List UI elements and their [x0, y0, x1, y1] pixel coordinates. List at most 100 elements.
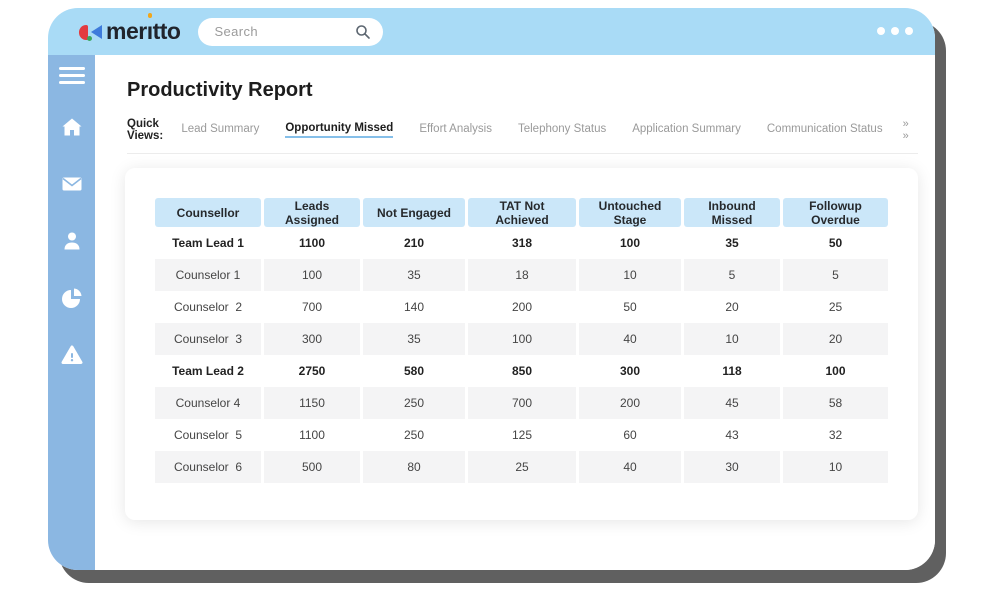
main-content: Productivity Report Quick Views: Lead Su…	[95, 55, 935, 570]
search-icon[interactable]	[355, 24, 371, 40]
counsellor-cell: Team Lead 2	[172, 364, 244, 378]
value-cell: 10	[684, 323, 780, 355]
sidebar	[48, 55, 95, 570]
sidebar-item-reports[interactable]	[59, 285, 85, 311]
value-cell: 1150	[264, 387, 360, 419]
value-cell: 45	[684, 387, 780, 419]
value-cell: 35	[363, 259, 465, 291]
sidebar-item-contacts[interactable]	[59, 228, 85, 254]
counsellor-cell: Counselor 5	[173, 428, 243, 442]
menu-dot	[891, 27, 899, 35]
value-cell: 300	[264, 323, 360, 355]
app-window: merıtto	[48, 8, 935, 570]
logo-text: merıtto	[106, 18, 181, 44]
top-header: merıtto	[48, 8, 935, 55]
column-header: Not Engaged	[363, 198, 465, 227]
value-cell: 200	[579, 387, 681, 419]
value-cell: 318	[511, 236, 533, 250]
report-card: Counsellor Leads Assigned Not Engaged TAT N…	[125, 168, 918, 520]
value-cell: 5	[684, 259, 780, 291]
tab-lead-summary[interactable]: Lead Summary	[181, 123, 260, 135]
value-cell: 500	[264, 451, 360, 483]
table-row: Counselor 1 100 35 18 10 5 5	[155, 259, 888, 291]
value-cell: 10	[783, 451, 888, 483]
table-row: Team Lead 1 1100 210 318 100 35 50	[155, 227, 888, 259]
tabs-overflow-chevrons[interactable]: » »	[902, 118, 913, 142]
column-header: TAT Not Achieved	[468, 198, 576, 227]
column-header: Followup Overdue	[783, 198, 888, 227]
counsellor-cell: Counselor 1	[155, 259, 261, 291]
tab-communication-status[interactable]: Communication Status	[766, 123, 883, 135]
table-row: Counselor 6 500 80 25 40 30 10	[155, 451, 888, 483]
table-row: Counselor 2 700 140 200 50 20 25	[155, 291, 888, 323]
sidebar-item-mail[interactable]	[59, 171, 85, 197]
sidebar-item-home[interactable]	[59, 114, 85, 140]
more-menu-button[interactable]	[877, 27, 913, 35]
tab-telephony-status[interactable]: Telephony Status	[517, 123, 607, 135]
table-row: Counselor 5 1100 250 125 60 43 32	[155, 419, 888, 451]
counsellor-cell: Counselor 2	[173, 300, 243, 314]
value-cell: 700	[301, 300, 323, 314]
pie-chart-icon	[61, 288, 81, 308]
value-cell: 140	[403, 300, 425, 314]
menu-dot	[905, 27, 913, 35]
quick-views-bar: Quick Views: Lead Summary Opportunity Mis…	[127, 118, 918, 154]
value-cell: 20	[725, 300, 739, 314]
counsellor-cell: Counselor 4	[155, 387, 261, 419]
counsellor-cell: Counselor 6	[155, 451, 261, 483]
value-cell: 250	[363, 387, 465, 419]
value-cell: 300	[619, 364, 641, 378]
value-cell: 35	[363, 323, 465, 355]
value-cell: 210	[403, 236, 425, 250]
value-cell: 25	[468, 451, 576, 483]
column-header: Counsellor	[155, 198, 261, 227]
value-cell: 25	[828, 300, 843, 314]
value-cell: 580	[403, 364, 425, 378]
tab-opportunity-missed[interactable]: Opportunity Missed	[285, 122, 394, 138]
quick-views-tabs: Lead Summary Opportunity Missed Effort Ana…	[181, 122, 908, 138]
value-cell: 35	[725, 236, 739, 250]
table-row: Counselor 4 1150 250 700 200 45 58	[155, 387, 888, 419]
page-title: Productivity Report	[127, 79, 313, 101]
value-cell: 100	[825, 364, 846, 378]
value-cell: 18	[468, 259, 576, 291]
value-cell: 58	[783, 387, 888, 419]
value-cell: 32	[828, 428, 843, 442]
value-cell: 100	[264, 259, 360, 291]
value-cell: 20	[783, 323, 888, 355]
value-cell: 10	[579, 259, 681, 291]
column-header: Untouched Stage	[579, 198, 681, 227]
value-cell: 200	[511, 300, 533, 314]
column-header: Inbound Missed	[684, 198, 780, 227]
counsellor-cell: Team Lead 1	[172, 236, 244, 250]
value-cell: 43	[725, 428, 739, 442]
tab-application-summary[interactable]: Application Summary	[632, 123, 741, 135]
quick-views-label: Quick Views:	[127, 118, 164, 142]
table-header: Counsellor Leads Assigned Not Engaged TAT N…	[155, 198, 888, 227]
hamburger-menu-icon[interactable]	[58, 67, 85, 84]
value-cell: 100	[619, 236, 641, 250]
value-cell: 700	[468, 387, 576, 419]
search-bar	[198, 17, 384, 46]
value-cell: 2750	[298, 364, 326, 378]
value-cell: 1100	[299, 428, 325, 442]
value-cell: 5	[783, 259, 888, 291]
sidebar-item-alerts[interactable]	[59, 342, 85, 368]
value-cell: 118	[722, 364, 742, 378]
value-cell: 100	[468, 323, 576, 355]
tab-effort-analysis[interactable]: Effort Analysis	[419, 123, 492, 135]
counsellor-cell: Counselor 3	[155, 323, 261, 355]
value-cell: 125	[511, 428, 533, 442]
value-cell: 50	[828, 236, 843, 250]
value-cell: 40	[579, 323, 681, 355]
search-input[interactable]	[214, 24, 355, 39]
productivity-table: Counsellor Leads Assigned Not Engaged TAT N…	[152, 198, 891, 483]
value-cell: 250	[403, 428, 425, 442]
value-cell: 30	[684, 451, 780, 483]
home-icon	[62, 118, 81, 136]
value-cell: 80	[363, 451, 465, 483]
warning-icon	[61, 345, 82, 364]
menu-dot	[877, 27, 885, 35]
